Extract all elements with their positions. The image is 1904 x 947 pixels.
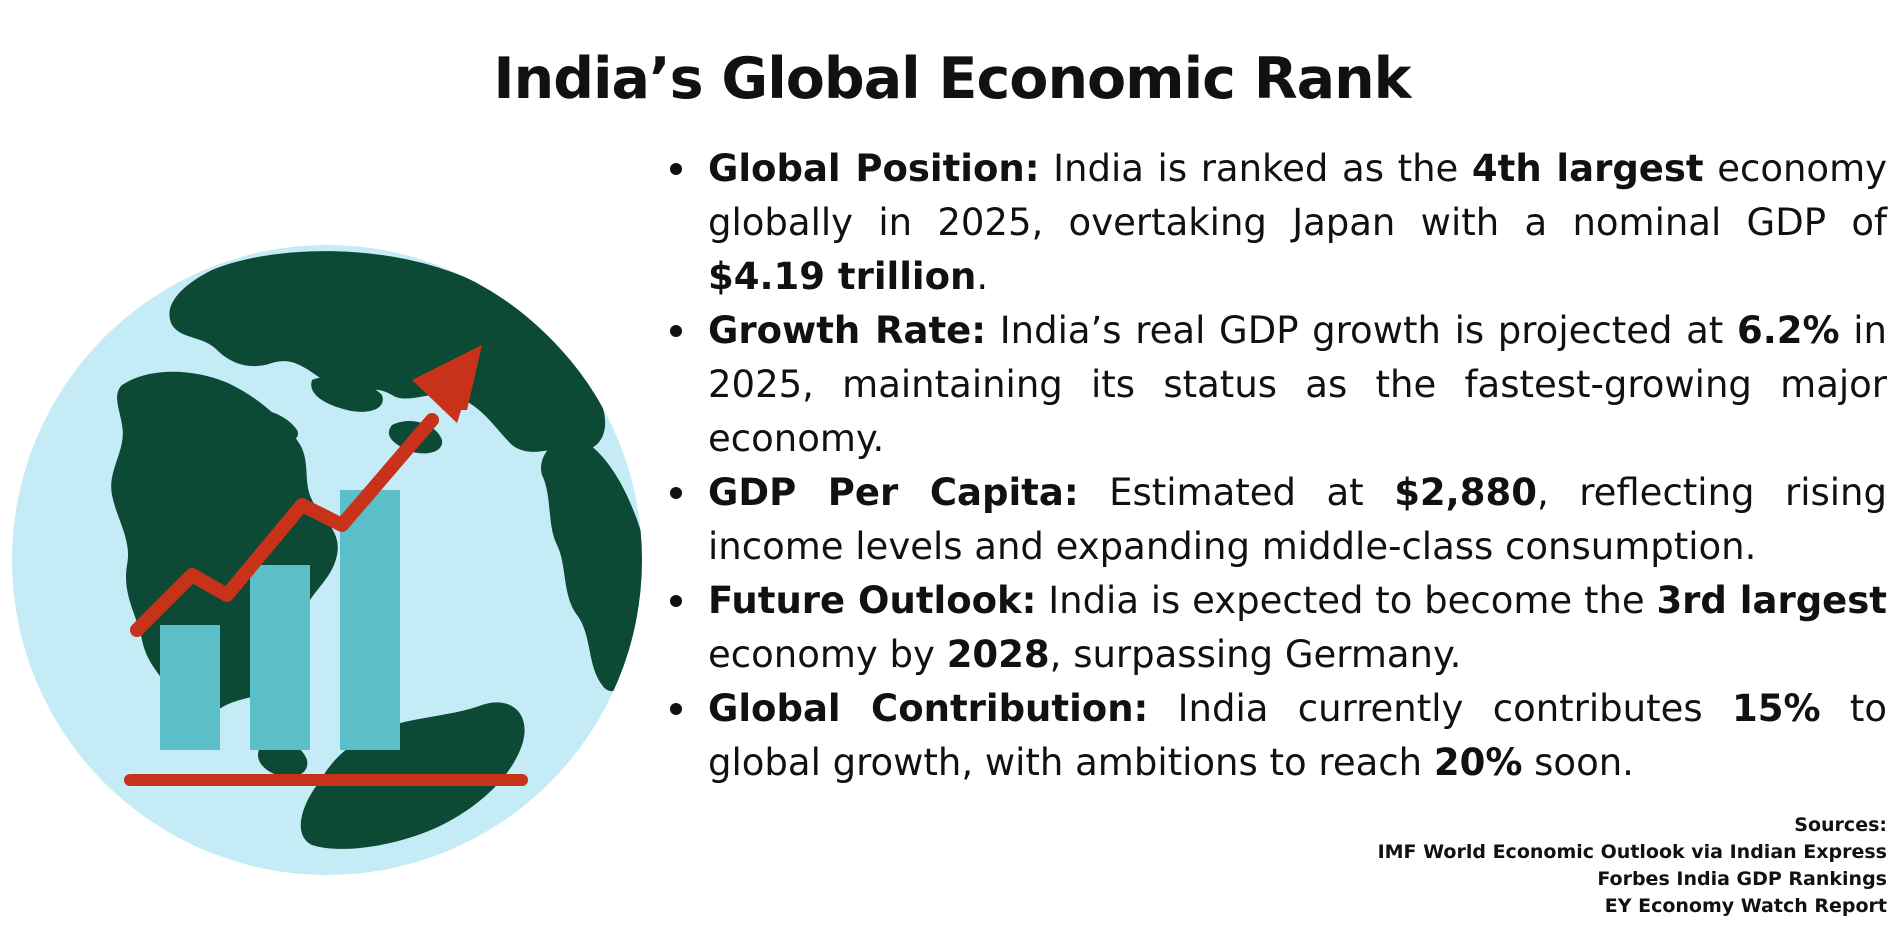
bullet-text: . [976, 255, 989, 298]
trend-arrow-head [412, 345, 482, 423]
chart-bar-2 [250, 565, 310, 750]
bullet-growth-rate: Growth Rate: India’s real GDP growth is … [662, 304, 1887, 466]
bullet-text: in 2025, maintaining its status as the f… [708, 309, 1887, 460]
bullet-global-contribution: Global Contribution: India currently con… [662, 682, 1887, 790]
bullet-global-position: Global Position: India is ranked as the … [662, 142, 1887, 304]
source-item: IMF World Economic Outlook via Indian Ex… [1377, 841, 1887, 863]
bullet-dot-icon [670, 163, 682, 175]
source-item: Forbes India GDP Rankings [1597, 868, 1887, 890]
bullet-text: India is ranked as the [1039, 147, 1472, 190]
bullet-text: Estimated at [1078, 471, 1395, 514]
trend-arrow-line [130, 413, 439, 637]
bullet-highlight: 6.2% [1736, 309, 1840, 352]
bullet-highlight: 20% [1433, 741, 1523, 784]
bullet-text: , surpassing Germany. [1049, 633, 1462, 676]
key-points-list: Global Position: India is ranked as the … [662, 142, 1887, 790]
bullet-highlight: 3rd largest [1656, 579, 1887, 622]
bullet-highlight: 4th largest [1471, 147, 1704, 190]
bullet-text: India’s real GDP growth is projected at [986, 309, 1737, 352]
sources-heading: Sources: [1794, 814, 1887, 836]
bullet-text: India is expected to become the [1036, 579, 1657, 622]
bullet-text: soon. [1522, 741, 1634, 784]
page-title: India’s Global Economic Rank [493, 46, 1411, 112]
bullet-text: , reflecting rising income levels and ex… [708, 471, 1887, 568]
source-item: EY Economy Watch Report [1604, 895, 1887, 917]
bullet-dot-icon [670, 703, 682, 715]
bullet-label: GDP Per Capita: [708, 471, 1079, 514]
bullet-gdp-per-capita: GDP Per Capita: Estimated at $2,880, ref… [662, 466, 1887, 574]
bullet-text: economy by [708, 633, 947, 676]
bullet-dot-icon [670, 487, 682, 499]
bullet-future-outlook: Future Outlook: India is expected to bec… [662, 574, 1887, 682]
bullet-dot-icon [670, 595, 682, 607]
bullet-label: Global Position: [708, 147, 1040, 190]
trend-arrow-head-tail [442, 345, 482, 410]
bullet-highlight: 2028 [946, 633, 1050, 676]
bullet-label: Global Contribution: [708, 687, 1149, 730]
globe-growth-chart-icon [12, 245, 642, 875]
bullet-label: Growth Rate: [708, 309, 987, 352]
bullet-highlight: $4.19 trillion [708, 255, 977, 298]
bullet-highlight: 15% [1731, 687, 1821, 730]
sources-block: Sources: IMF World Economic Outlook via … [1378, 812, 1887, 920]
bullet-dot-icon [670, 325, 682, 337]
chart-bar-1 [160, 625, 220, 750]
bullet-text: to global growth, with ambitions to reac… [708, 687, 1887, 784]
bullet-text: economy globally in 2025, overtaking Jap… [708, 147, 1888, 244]
bullet-highlight: $2,880 [1394, 471, 1537, 514]
bullet-text: India currently contributes [1148, 687, 1732, 730]
chart-bar-3 [340, 490, 400, 750]
bullet-label: Future Outlook: [708, 579, 1037, 622]
